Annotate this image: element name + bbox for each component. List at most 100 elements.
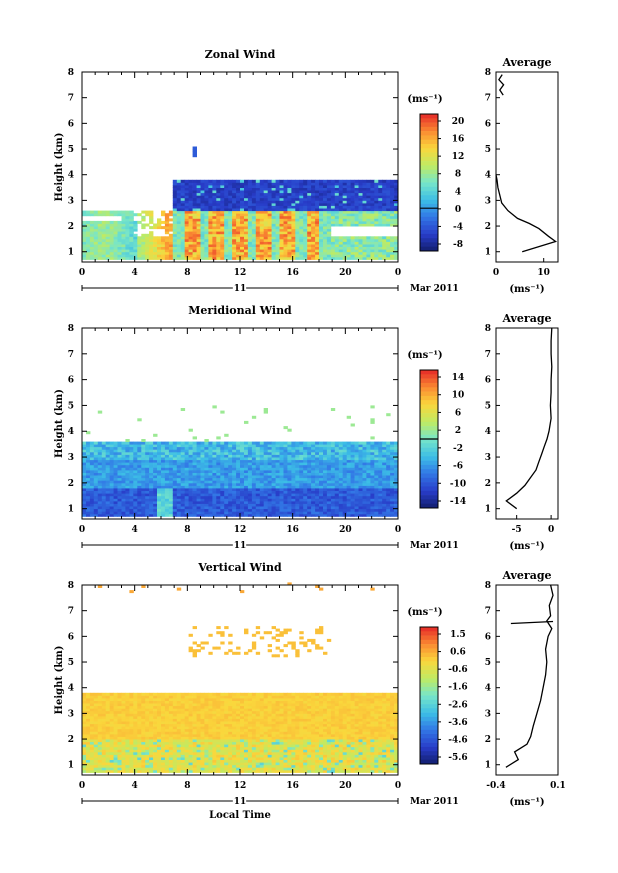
heatmap-cell [228,467,233,471]
heatmap-cell [334,251,340,255]
heatmap-cell [157,451,162,455]
heatmap-cell [378,441,383,445]
heatmap-cell [200,210,205,214]
heatmap-cell [326,213,332,217]
heatmap-cell [93,733,99,737]
heatmap-cell [125,238,130,242]
heatmap-cell [370,182,375,186]
heatmap-cell [180,210,186,214]
heatmap-cell [216,187,221,191]
heatmap-cell [263,508,268,512]
heatmap-cell [161,485,166,489]
heatmap-cell [157,490,162,494]
heatmap-cell [247,511,253,515]
heatmap-cell [176,503,182,507]
heatmap-cell [366,493,371,497]
heatmap-cell [382,210,387,214]
heatmap-cell [204,231,209,235]
heatmap-cell [247,246,253,250]
heatmap-cell [334,249,340,253]
heatmap-cell [326,508,332,512]
heatmap-cell [141,254,146,258]
heatmap-cell [82,715,87,719]
heatmap-cell [149,475,154,479]
heatmap-cell [251,470,257,473]
heatmap-cell [192,223,197,227]
heatmap-cell [121,477,126,481]
heatmap-cell [382,462,387,466]
heatmap-cell [212,451,217,455]
heatmap-cell [89,498,95,502]
heatmap-cell [263,236,268,240]
heatmap-cell [247,485,253,489]
heatmap-cell [247,256,253,260]
heatmap-cell [164,244,170,247]
heatmap-cell [97,715,103,719]
heatmap-cell [168,493,174,497]
heatmap-cell [236,480,241,484]
heatmap-cell [200,200,205,204]
heatmap-cell [101,475,107,479]
heatmap-cell [275,254,280,258]
heatmap-cell [89,764,95,768]
heatmap-cell [133,213,138,217]
colorbar-segment [420,477,438,483]
heatmap-cell [287,511,292,515]
heatmap-cell [228,488,233,491]
heatmap-cell [259,513,265,517]
heatmap-cell [311,451,316,455]
heatmap-cell [212,449,217,453]
heatmap-cell [125,449,130,453]
heatmap-cell [121,233,126,237]
heatmap-cell [161,472,166,476]
heatmap-cell [101,718,107,722]
heatmap-cell [141,464,146,468]
heatmap-cell [220,513,225,517]
heatmap-cell [299,477,304,481]
heatmap-cell [346,485,351,489]
heatmap-cell [93,236,99,240]
heatmap-cell [247,215,253,219]
heatmap-cell [141,459,146,463]
heatmap-cell [362,200,367,204]
heatmap-cell [97,449,103,453]
heatmap-cell [216,238,221,242]
heatmap-cell [164,475,170,479]
heatmap-cell [358,464,363,468]
heatmap-cell [176,215,182,219]
heatmap-cell [303,444,308,448]
heatmap-cell [382,190,387,194]
heatmap-cell [319,464,324,468]
heatmap-cell [295,488,300,491]
heatmap-cell [184,220,189,224]
heatmap-cell [247,513,253,517]
colorbar-segment [420,503,438,509]
heatmap-cell [228,500,233,504]
heatmap-cell [283,192,288,196]
colorbar-segment [420,144,438,149]
heatmap-cell [196,449,201,453]
heatmap-cell [291,485,296,489]
heatmap-cell [271,451,276,455]
heatmap-cell [93,482,99,486]
heatmap-cell [338,210,344,214]
heatmap-cell [374,256,379,260]
heatmap-cell [168,457,174,461]
heatmap-cell [291,464,296,468]
heatmap-cell [97,710,103,714]
heatmap-cell [366,449,371,453]
heatmap-cell [291,238,296,242]
heatmap-cell [315,226,320,230]
heatmap-cell [137,454,142,458]
heatmap-cell [390,449,395,453]
heatmap-cell [378,187,383,191]
heatmap-cell [275,197,280,201]
heatmap-cell [153,449,158,453]
heatmap-cell [216,254,221,258]
heatmap-cell [113,477,118,481]
heatmap-cell [224,475,229,479]
heatmap-cell [101,249,107,253]
average-frame [495,327,559,520]
heatmap-cell [125,464,130,468]
heatmap-cell [121,513,126,517]
